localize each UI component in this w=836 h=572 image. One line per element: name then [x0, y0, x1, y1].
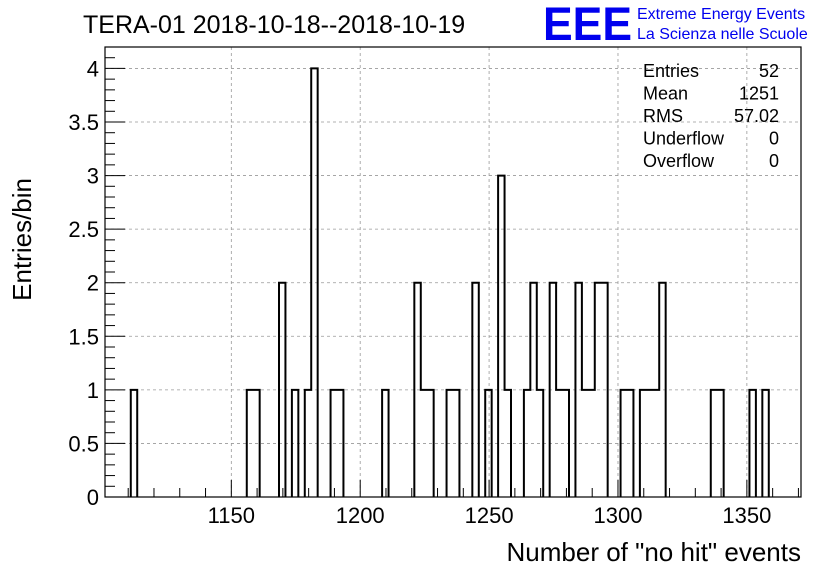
stat-value: 0: [769, 151, 779, 171]
x-tick-label: 1300: [594, 503, 643, 528]
stat-label: RMS: [643, 106, 683, 126]
y-tick-labels: 0 0.5 1 1.5 2 2.5 3 3.5 4: [68, 56, 99, 510]
y-tick-label: 2.5: [68, 217, 99, 242]
stat-value: 57.02: [734, 106, 779, 126]
y-tick-label: 3.5: [68, 110, 99, 135]
y-tick-label: 0: [87, 485, 99, 510]
grid-lines: [105, 47, 801, 497]
x-tick-label: 1200: [336, 503, 385, 528]
x-tick-label: 1150: [208, 503, 255, 528]
logo-line-2: La Scienza nelle Scuole: [637, 26, 808, 43]
eee-logo-mark: EEE: [543, 0, 632, 50]
stats-box: Entries 52 Mean 1251 RMS 57.02 Underflow 0 Overf…: [643, 61, 779, 171]
x-tick-label: 1350: [722, 503, 771, 528]
y-tick-label: 2: [87, 271, 99, 296]
x-axis-label: Number of "no hit" events: [507, 537, 802, 567]
y-tick-label: 0.5: [68, 431, 99, 456]
stat-label: Entries: [643, 61, 699, 81]
y-tick-label: 4: [87, 56, 99, 81]
histogram-outline: [129, 67, 770, 497]
stat-label: Underflow: [643, 129, 725, 149]
eee-logo: EEE Extreme Energy Events La Scienza nel…: [543, 0, 808, 50]
x-tick-labels: 1150 1200 1250 1300 1350: [208, 503, 772, 528]
y-tick-label: 1: [87, 378, 99, 403]
x-tick-label: 1250: [465, 503, 514, 528]
stat-label: Mean: [643, 84, 688, 104]
logo-line-1: Extreme Energy Events: [637, 6, 805, 23]
y-axis-label: Entries/bin: [7, 178, 37, 301]
stat-value: 52: [759, 61, 779, 81]
y-tick-label: 3: [87, 164, 99, 189]
y-tick-label: 1.5: [68, 324, 99, 349]
chart-title: TERA-01 2018-10-18--2018-10-19: [83, 11, 465, 39]
plot-frame: [104, 46, 802, 498]
stat-value: 0: [769, 129, 779, 149]
stat-value: 1251: [739, 84, 779, 104]
histogram-line: [129, 67, 770, 497]
stat-label: Overflow: [643, 151, 715, 171]
